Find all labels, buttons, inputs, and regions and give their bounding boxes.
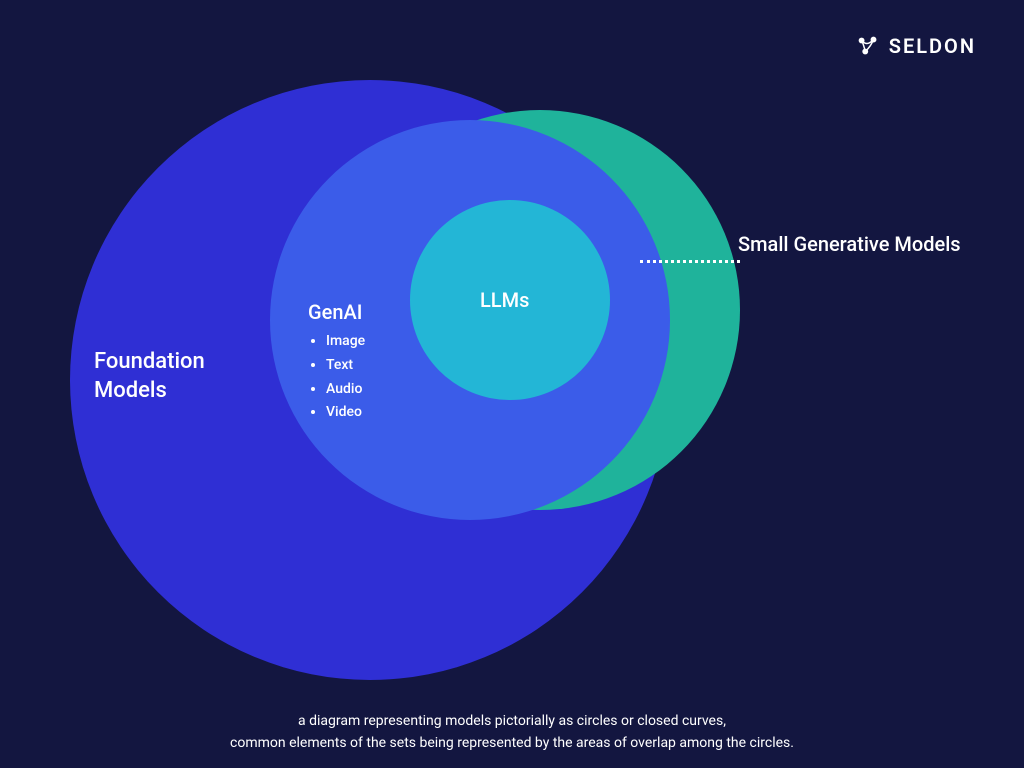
label-genai: GenAI Image Text Audio Video xyxy=(308,300,365,425)
brand-logo-text: SELDON xyxy=(889,34,976,58)
label-foundation-models-text: Foundation Models xyxy=(94,349,205,403)
seldon-logo-icon xyxy=(857,35,879,57)
connector-dotted-line xyxy=(640,260,740,263)
diagram-caption: a diagram representing models pictoriall… xyxy=(0,710,1024,755)
genai-item: Video xyxy=(326,401,365,425)
genai-item: Text xyxy=(326,354,365,378)
label-llms: LLMs xyxy=(480,288,529,312)
brand-logo: SELDON xyxy=(857,34,976,58)
label-small-generative-models: Small Generative Models xyxy=(738,232,961,256)
label-foundation-models: Foundation Models xyxy=(94,348,205,405)
genai-item: Audio xyxy=(326,378,365,402)
label-small-generative-models-text: Small Generative Models xyxy=(738,232,961,256)
caption-line-1: a diagram representing models pictoriall… xyxy=(0,710,1024,732)
caption-line-2: common elements of the sets being repres… xyxy=(0,732,1024,754)
genai-items-list: Image Text Audio Video xyxy=(326,330,365,425)
label-genai-title: GenAI xyxy=(308,300,365,324)
genai-item: Image xyxy=(326,330,365,354)
label-llms-text: LLMs xyxy=(480,288,529,312)
